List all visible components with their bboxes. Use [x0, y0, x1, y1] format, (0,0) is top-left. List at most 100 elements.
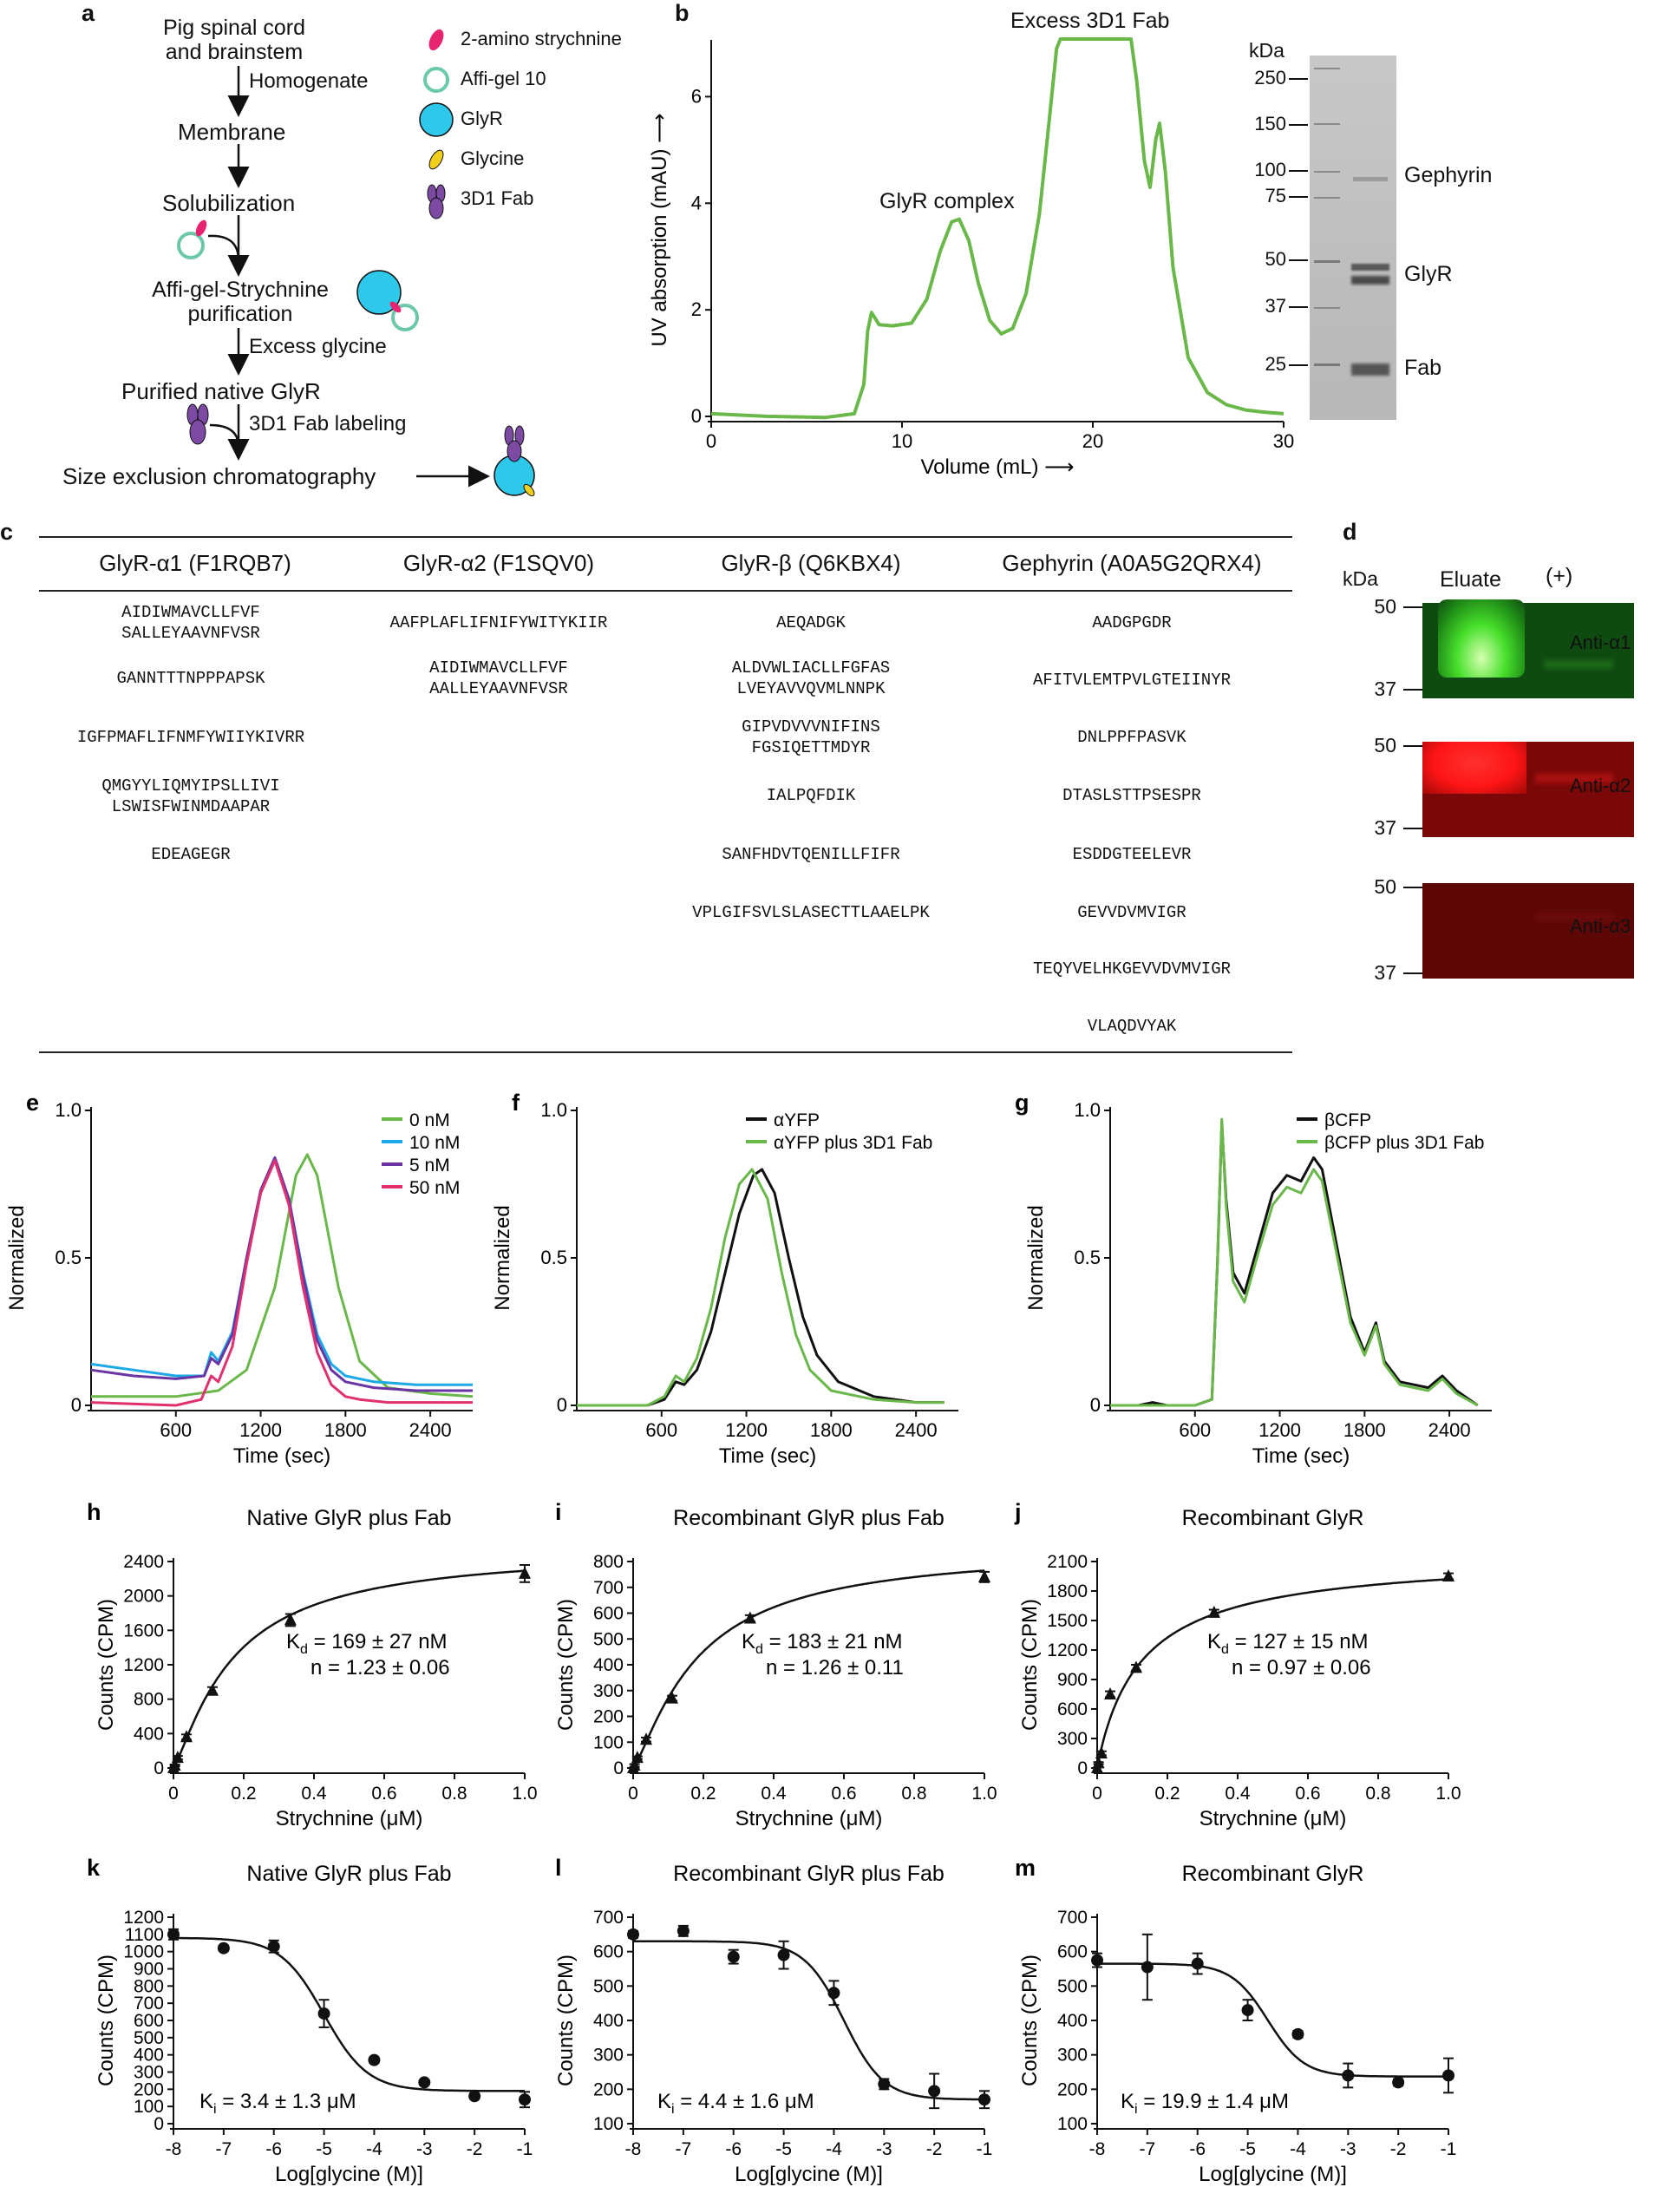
chart-title: Recombinant GlyR plus Fab [673, 1506, 945, 1530]
data-point [1092, 1756, 1105, 1769]
y-tick-label: 400 [134, 2046, 164, 2066]
legend-strychnine: 2-amino strychnine [461, 28, 622, 49]
x-axis-label: Log[glycine (M)] [735, 2163, 883, 2186]
chart-l-competition: -8 -7 -6 -5 -4 -3 -2 -1 100 200 300 400 500 600 700 Log… [554, 1855, 992, 2186]
peptide: AIDIWMAVCLLFVF AALLEYAAVNFVSR [429, 658, 568, 698]
data-point [1091, 1954, 1103, 1967]
x-tick-label: 0.2 [690, 1784, 716, 1804]
x-tick-label: 0.4 [1225, 1784, 1251, 1804]
legend-label: 50 nM [409, 1178, 460, 1198]
data-point [1241, 2004, 1254, 2017]
x-tick-label: -6 [1189, 2139, 1206, 2159]
gel-marker: 250 [1254, 67, 1286, 88]
x-tick-label: 0.4 [761, 1784, 787, 1804]
band-label-glyr: GlyR [1404, 262, 1453, 286]
chart-title: Recombinant GlyR [1182, 1506, 1364, 1530]
strychnine-icon [389, 301, 402, 313]
column-header-alpha1: GlyR-α1 (F1RQB7) [99, 550, 291, 576]
blot-marker-ticks [1403, 606, 1422, 974]
gel-marker: 75 [1265, 185, 1286, 206]
y-tick-label: 0.5 [1074, 1247, 1101, 1268]
x-tick-label: 0.6 [831, 1784, 856, 1804]
x-tick-label: -5 [316, 2139, 332, 2159]
data-point [180, 1730, 193, 1743]
panel-label: h [87, 1499, 101, 1525]
data-point [368, 2053, 381, 2066]
y-tick-label: 300 [1057, 2046, 1088, 2066]
y-tick-label: 6 [691, 85, 702, 107]
x-axis-label: Time (sec) [233, 1444, 330, 1468]
x-axis-label: Volume (mL) ⟶ [920, 455, 1074, 479]
panel-label: e [26, 1090, 39, 1116]
legend-label: 10 nM [409, 1133, 460, 1153]
data-point [1129, 1660, 1142, 1673]
column-header-gephyrin: Gephyrin (A0A5G2QRX4) [1002, 550, 1262, 576]
peptide: GANNTTTNPPPAPSK [116, 669, 265, 688]
series-line [577, 1168, 945, 1407]
merge-arrow [209, 423, 240, 448]
data-point [284, 1613, 297, 1626]
data-point [727, 1950, 740, 1963]
y-tick-label: 600 [1057, 1942, 1088, 1962]
y-tick-label: 800 [134, 1690, 164, 1710]
data-point [171, 1751, 184, 1764]
fab-legend-icon [427, 184, 446, 219]
x-tick-label: 0.8 [901, 1784, 926, 1804]
affigel-bead-icon [177, 232, 205, 259]
peptide: GIPVDVVVNIFINS FGSIQETTMDYR [742, 717, 880, 757]
y-tick-label: 600 [593, 1604, 624, 1624]
x-axis-label: Time (sec) [1252, 1444, 1350, 1468]
x-tick-label: 0 [628, 1784, 638, 1804]
panel-label: l [555, 1855, 562, 1881]
data-point [627, 1928, 639, 1941]
annotation-excess-fab: Excess 3D1 Fab [1010, 9, 1170, 33]
x-tick-label: -5 [1239, 2139, 1256, 2159]
y-tick-label: 200 [593, 2079, 624, 2099]
blot-marker: 37 [1374, 816, 1396, 839]
y-tick-label: 1500 [1047, 1611, 1088, 1631]
data-point [928, 2085, 941, 2098]
x-tick-label: 1800 [810, 1419, 853, 1441]
y-tick-label: 800 [593, 1552, 624, 1572]
chart-j-saturation: 0 0.2 0.4 0.6 0.8 1.0 0 300 600 900 1200 1500 1800 21… [1014, 1499, 1461, 1830]
data-point [978, 2093, 990, 2106]
panel-a-label: a [82, 0, 95, 26]
x-tick-label: 2400 [1428, 1419, 1471, 1441]
x-tick-label: -4 [826, 2139, 842, 2159]
y-tick-label: 400 [593, 2011, 624, 2031]
y-tick-label: 800 [134, 1976, 164, 1996]
y-tick-label: 1000 [123, 1942, 164, 1962]
chart-f-fsec: 600 1200 1800 2400 0 0.5 1.0 Time (sec) Normaliz… [491, 1090, 958, 1468]
x-tick-label: 0.2 [231, 1784, 256, 1804]
alpha2-band [1422, 742, 1526, 794]
x-tick-label: 1200 [239, 1419, 282, 1441]
column-header-alpha2: GlyR-α2 (F1SQV0) [402, 550, 595, 576]
peptide: DNLPPFPASVK [1077, 728, 1186, 747]
x-tick-label: 2400 [895, 1419, 938, 1441]
gephyrin-band [1353, 177, 1388, 181]
y-tick-label: 200 [593, 1707, 624, 1727]
y-tick-label: 200 [1057, 2079, 1088, 2099]
y-tick-label: 0 [154, 2114, 164, 2134]
data-point [1291, 2027, 1304, 2040]
y-axis-label: Counts (CPM) [95, 1599, 118, 1731]
y-tick-label: 200 [134, 2079, 164, 2099]
data-point [168, 1758, 181, 1771]
data-point [519, 1566, 531, 1579]
peptide: IALPQFDIK [766, 786, 856, 805]
y-axis-label: Counts (CPM) [554, 1599, 578, 1731]
y-tick-label: 300 [593, 2046, 624, 2066]
chart-title: Recombinant GlyR plus Fab [673, 1862, 945, 1886]
x-tick-label: -3 [1340, 2139, 1356, 2159]
legend-label: 5 nM [409, 1156, 450, 1175]
x-tick-label: -8 [1089, 2139, 1106, 2159]
step-membrane: Membrane [178, 119, 286, 145]
kd-annotation: Kd = 127 ± 15 nM [1207, 1630, 1369, 1657]
legend-label: βCFP plus 3D1 Fab [1324, 1133, 1484, 1153]
data-point [978, 1569, 990, 1582]
x-tick-label: 1200 [725, 1419, 768, 1441]
x-tick-label: -4 [1290, 2139, 1306, 2159]
y-tick-label: 0 [1077, 1758, 1088, 1778]
peptide: SANFHDVTQENILLFIFR [722, 845, 900, 864]
data-point [1095, 1746, 1108, 1758]
